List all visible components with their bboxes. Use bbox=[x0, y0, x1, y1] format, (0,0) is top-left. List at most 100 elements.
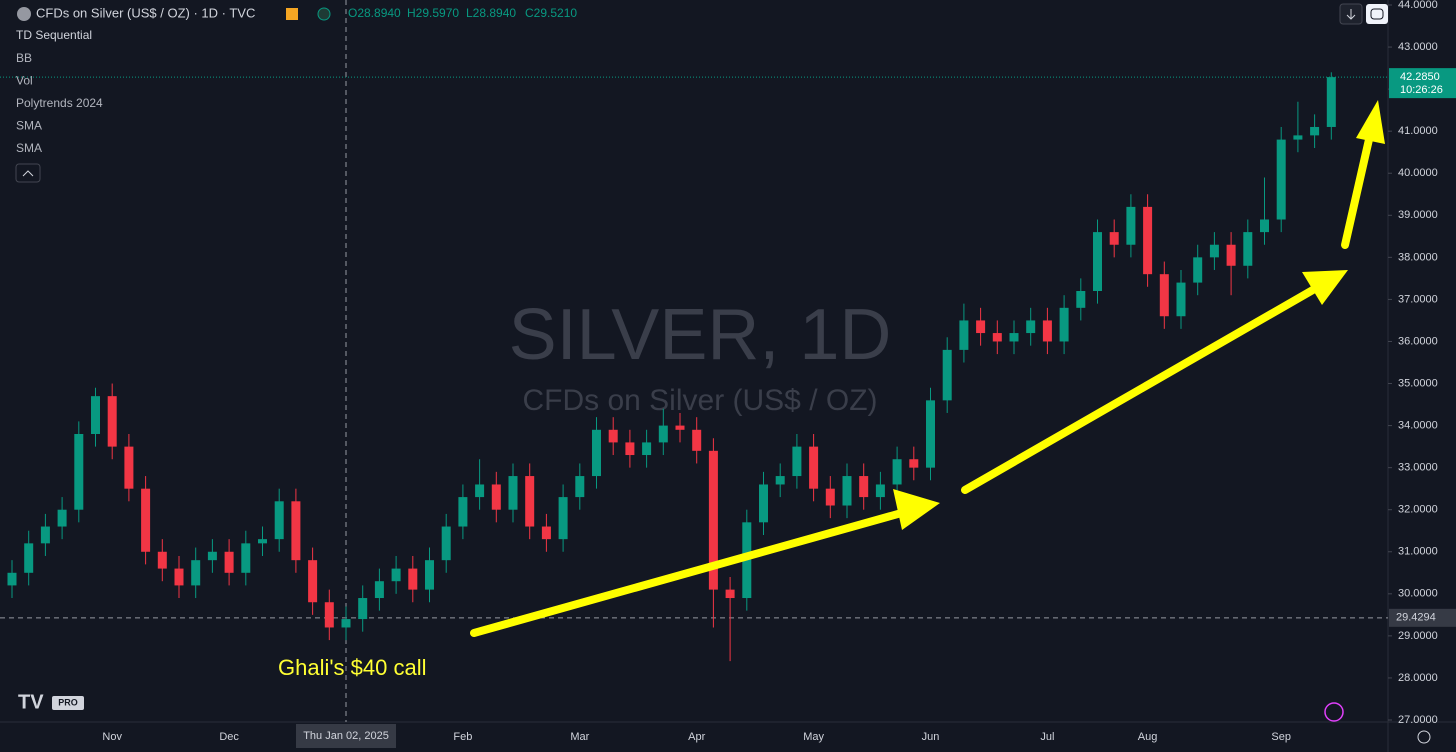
x-tick-label: Mar bbox=[570, 731, 589, 743]
candle-body bbox=[1176, 282, 1186, 317]
y-tick-label: 44.0000 bbox=[1398, 0, 1438, 11]
arrow-2-head bbox=[1302, 270, 1348, 305]
candle-body bbox=[875, 484, 885, 498]
alert-icon[interactable] bbox=[1324, 702, 1344, 722]
arrow-3-head bbox=[1356, 100, 1385, 144]
candle-body bbox=[408, 568, 418, 590]
candle-body bbox=[374, 581, 384, 599]
watermark-description: CFDs on Silver (US$ / OZ) bbox=[522, 384, 877, 417]
candle-body bbox=[241, 543, 251, 573]
x-tick-label: Aug bbox=[1138, 731, 1158, 743]
candle-body bbox=[775, 476, 785, 485]
candle-body bbox=[1260, 219, 1269, 233]
candle-body bbox=[809, 446, 819, 489]
last-price-label: 42.2850 bbox=[1400, 71, 1440, 83]
pro-badge bbox=[52, 696, 84, 710]
candle-body bbox=[1193, 257, 1203, 283]
candle-body bbox=[976, 320, 986, 334]
candle-body bbox=[157, 551, 167, 569]
candle-body bbox=[1159, 274, 1169, 317]
candle-body bbox=[491, 484, 501, 510]
candle-body bbox=[40, 526, 50, 544]
candle-body bbox=[341, 619, 351, 628]
candle-body bbox=[859, 476, 869, 498]
candle-body bbox=[1143, 206, 1153, 275]
indicator-name: Polytrends 2024 bbox=[16, 96, 103, 110]
candle-body bbox=[1009, 333, 1019, 342]
chart-title[interactable]: CFDs on Silver (US$ / OZ) · 1D · TVC bbox=[36, 5, 255, 20]
arrow-3 bbox=[1341, 131, 1374, 249]
candle-body bbox=[508, 476, 518, 510]
candle-body bbox=[458, 497, 468, 527]
candle-body bbox=[91, 396, 100, 434]
x-tick-label: Jul bbox=[1040, 731, 1054, 743]
candle-body bbox=[942, 349, 952, 401]
y-tick-label: 31.0000 bbox=[1398, 546, 1438, 558]
candle-body bbox=[274, 501, 284, 540]
candle-body bbox=[658, 425, 668, 443]
candle-body bbox=[608, 429, 618, 443]
candle-body bbox=[792, 446, 802, 477]
candle-body bbox=[141, 488, 151, 552]
autoscale-button[interactable] bbox=[1366, 4, 1388, 24]
candle-body bbox=[992, 333, 1002, 342]
candle-body bbox=[74, 434, 84, 510]
candle-body bbox=[1209, 244, 1219, 258]
candle-body bbox=[1326, 77, 1336, 127]
collapse-button[interactable] bbox=[15, 163, 41, 183]
candle-body bbox=[1059, 307, 1069, 342]
candle-body bbox=[708, 450, 718, 590]
arrow-2 bbox=[961, 283, 1322, 494]
annotation: Ghali's $40 call bbox=[278, 655, 427, 680]
status-dot bbox=[317, 7, 331, 21]
y-tick-label: 27.0000 bbox=[1398, 714, 1438, 726]
y-tick-label: 30.0000 bbox=[1398, 588, 1438, 600]
symbol-icon bbox=[17, 7, 31, 21]
candle-body bbox=[1109, 232, 1119, 245]
x-tick-label: Jun bbox=[922, 731, 940, 743]
candle-body bbox=[525, 476, 535, 527]
ohlc-value: C29.5210 bbox=[525, 6, 577, 20]
candle-body bbox=[24, 543, 34, 573]
settings-icon[interactable] bbox=[1417, 730, 1431, 744]
candle-body bbox=[7, 572, 17, 586]
candle-body bbox=[107, 396, 117, 447]
last-price-box bbox=[1389, 68, 1456, 99]
indicator-list: TD Sequential BB Vol Polytrends 2024 SMA SMA bbox=[16, 28, 103, 155]
candle-body bbox=[224, 551, 234, 573]
candle-body bbox=[1093, 232, 1102, 291]
plot bbox=[0, 0, 1388, 722]
y-tick-label: 36.0000 bbox=[1398, 335, 1438, 347]
countdown: 10:26:26 bbox=[1400, 84, 1443, 96]
candle-body bbox=[842, 476, 852, 506]
crosshair-x-label: Thu Jan 02, 2025 bbox=[303, 730, 389, 742]
download-icon bbox=[1346, 9, 1356, 20]
y-tick-label: 35.0000 bbox=[1398, 377, 1438, 389]
candle-body bbox=[675, 425, 685, 430]
candle-body bbox=[759, 484, 768, 523]
candle-body bbox=[308, 560, 318, 603]
candle-body bbox=[1243, 232, 1253, 266]
x-tick-label: Feb bbox=[453, 731, 472, 743]
candle-body bbox=[592, 429, 601, 477]
candle-body bbox=[191, 560, 201, 586]
ohlc-value: O28.8940 bbox=[348, 6, 401, 20]
candle-body bbox=[558, 497, 568, 540]
indicator-name: BB bbox=[16, 51, 32, 65]
x-tick-label: Apr bbox=[688, 731, 705, 743]
candle-body bbox=[174, 568, 184, 586]
arrows bbox=[470, 100, 1385, 637]
crosshair-y-box bbox=[1389, 608, 1456, 627]
flag-icon[interactable] bbox=[286, 8, 298, 20]
watermark: SILVER, 1D CFDs on Silver (US$ / OZ) bbox=[509, 295, 892, 417]
pro-label: PRO bbox=[58, 697, 78, 707]
candle-body bbox=[291, 501, 301, 561]
y-tick-label: 38.0000 bbox=[1398, 251, 1438, 263]
candle-body bbox=[475, 484, 485, 498]
autoscale-icon bbox=[1370, 8, 1384, 20]
arrow-1-head bbox=[893, 489, 940, 530]
candle-body bbox=[358, 598, 368, 620]
y-tick-label: 41.0000 bbox=[1398, 125, 1438, 137]
